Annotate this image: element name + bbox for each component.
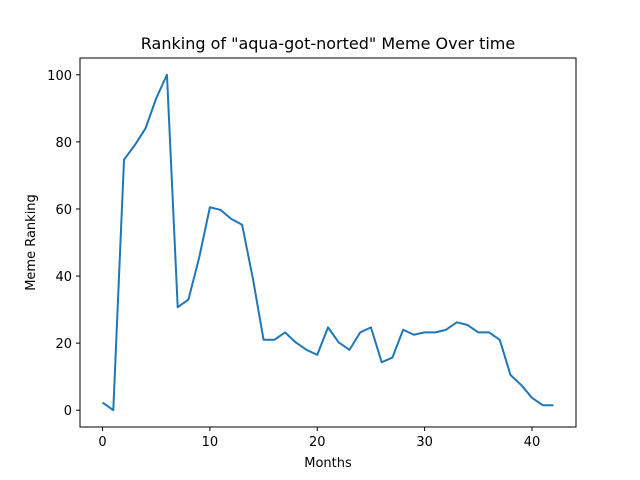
y-axis-label: Meme Ranking (24, 194, 39, 291)
chart-title: Ranking of "aqua-got-norted" Meme Over t… (141, 34, 515, 53)
series-line (101, 73, 554, 412)
x-axis-label: Months (304, 456, 352, 471)
x-tick-label: 40 (524, 435, 541, 450)
x-tick-label: 10 (202, 435, 219, 450)
x-tick-label: 0 (98, 435, 106, 450)
y-tick-label: 20 (55, 337, 72, 352)
plot-lines (101, 73, 554, 412)
x-axis-ticks: 0 10 20 30 40 (98, 427, 540, 450)
y-axis-ticks: 0 20 40 60 80 100 (47, 69, 80, 419)
y-tick-label: 40 (55, 270, 72, 285)
plot-area-frame (79, 57, 577, 428)
y-tick-label: 60 (55, 203, 72, 218)
y-tick-label: 0 (64, 404, 72, 419)
x-tick-label: 30 (416, 435, 433, 450)
x-tick-label: 20 (309, 435, 326, 450)
y-tick-label: 80 (55, 136, 72, 151)
y-tick-label: 100 (47, 69, 72, 84)
